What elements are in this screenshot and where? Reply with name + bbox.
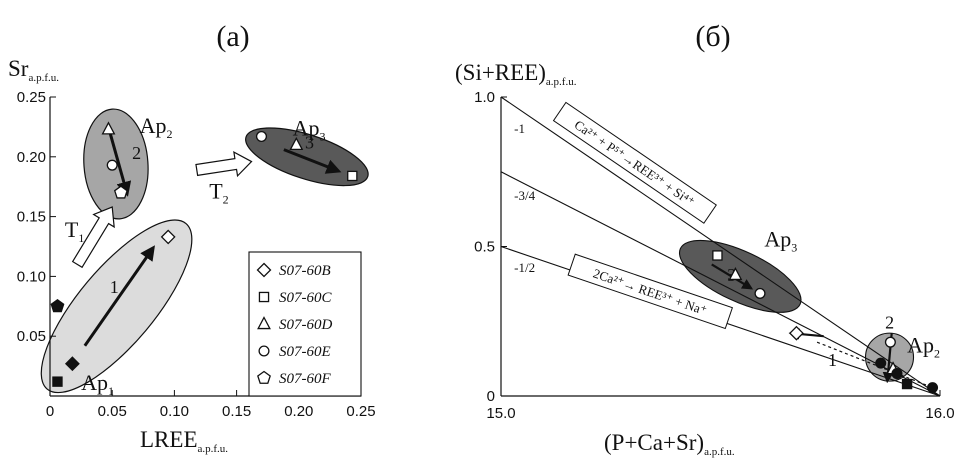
panel-b-title: (б): [695, 20, 730, 53]
trend-label: 2: [132, 143, 141, 163]
trend-label: 3: [305, 132, 314, 152]
data-point: [347, 170, 358, 182]
reference-line: [500, 96, 941, 397]
data-point: [712, 250, 723, 261]
y-tick-label: 0.5: [474, 239, 495, 256]
equation-box: [552, 101, 717, 224]
y-tick-label: 0.20: [17, 149, 46, 166]
x-tick-label: 16.0: [925, 405, 954, 422]
legend-label: S07-60B: [279, 263, 331, 279]
y-tick-label: 0.15: [17, 209, 46, 226]
transition-label: T1: [65, 217, 84, 245]
y-tick-label: 1.0: [474, 89, 495, 106]
equation-box: [567, 253, 734, 330]
legend-label: S07-60D: [279, 317, 332, 333]
data-point: [50, 298, 65, 313]
x-tick-label: 15.0: [486, 405, 515, 422]
legend-marker: [256, 262, 272, 278]
trend-label: 2: [885, 313, 894, 333]
legend-label: S07-60C: [279, 290, 332, 306]
panel-b-ylabel: (Si+REE)a.p.f.u.: [455, 60, 577, 88]
data-point: [160, 229, 176, 245]
data-point: [884, 336, 896, 348]
group-label: Ap1: [81, 370, 114, 398]
panel-b-xlabel: (P+Ca+Sr)a.p.f.u.: [604, 430, 735, 458]
data-point: [255, 130, 268, 142]
transition-label: T2: [209, 179, 228, 207]
panel-a-title: (a): [216, 20, 249, 53]
slope-label: -1: [514, 121, 525, 136]
legend-marker: [257, 370, 271, 384]
x-tick-label: 0.20: [284, 403, 313, 420]
trend-arrow: [83, 245, 155, 347]
data-point: [113, 185, 128, 199]
panel-b: 15.016.000.51.0-1-3/4-1/2321Ca²⁺ + P⁵⁺→R…: [474, 89, 954, 422]
legend-label: S07-60F: [279, 371, 331, 387]
panel-a-xlabel: LREEa.p.f.u.: [140, 427, 228, 455]
transition-arrow: [195, 151, 253, 178]
data-point: [901, 378, 913, 390]
group-label: Ap2: [907, 333, 940, 361]
data-point: [728, 267, 743, 281]
slope-label: -3/4: [514, 188, 535, 203]
y-tick-label: 0: [487, 388, 495, 405]
y-tick-label: 0.10: [17, 268, 46, 285]
data-point: [52, 376, 63, 387]
slope-label: -1/2: [514, 260, 535, 275]
trend-label: 1: [110, 277, 119, 297]
equation-1: Ca²⁺ + P⁵⁺→REE³⁺ + Si⁴⁺: [552, 101, 717, 224]
data-point: [106, 159, 118, 171]
data-point: [891, 368, 903, 380]
group-label: Ap3: [764, 227, 797, 255]
x-tick-label: 0.15: [222, 403, 251, 420]
x-tick-label: 0.25: [346, 403, 375, 420]
legend-label: S07-60E: [279, 344, 331, 360]
trend-arrow: [108, 131, 132, 197]
data-point: [875, 357, 887, 369]
legend-marker: [258, 291, 270, 303]
x-tick-label: 0.05: [98, 403, 127, 420]
data-point: [789, 325, 804, 341]
transition-arrow: [71, 206, 115, 269]
data-point: [64, 356, 80, 372]
data-point: [101, 121, 116, 135]
legend-marker: [258, 345, 270, 357]
data-point: [927, 382, 939, 394]
panel-a: 0 0.05 0.10 0.15 0.20 0.25 0.05 0.10 0.15 0.20 0.2…: [17, 89, 376, 420]
reference-line: [500, 171, 941, 397]
panel-a-ylabel: Sra.p.f.u.: [8, 56, 59, 84]
x-tick-label: 0: [46, 403, 54, 420]
equation-text: Ca²⁺ + P⁵⁺→REE³⁺ + Si⁴⁺: [572, 117, 698, 209]
data-point: [754, 287, 766, 299]
group-ellipse: [40, 219, 193, 394]
legend-marker: [257, 316, 271, 330]
y-tick-label: 0.25: [17, 89, 46, 106]
x-tick-label: 0.10: [160, 403, 189, 420]
data-point: [289, 136, 304, 151]
trend-label: 1: [828, 350, 837, 370]
trend-arrow: [283, 148, 342, 174]
group-label: Ap3: [293, 115, 326, 143]
y-tick-label: 0.05: [17, 328, 46, 345]
group-label: Ap2: [140, 113, 173, 141]
